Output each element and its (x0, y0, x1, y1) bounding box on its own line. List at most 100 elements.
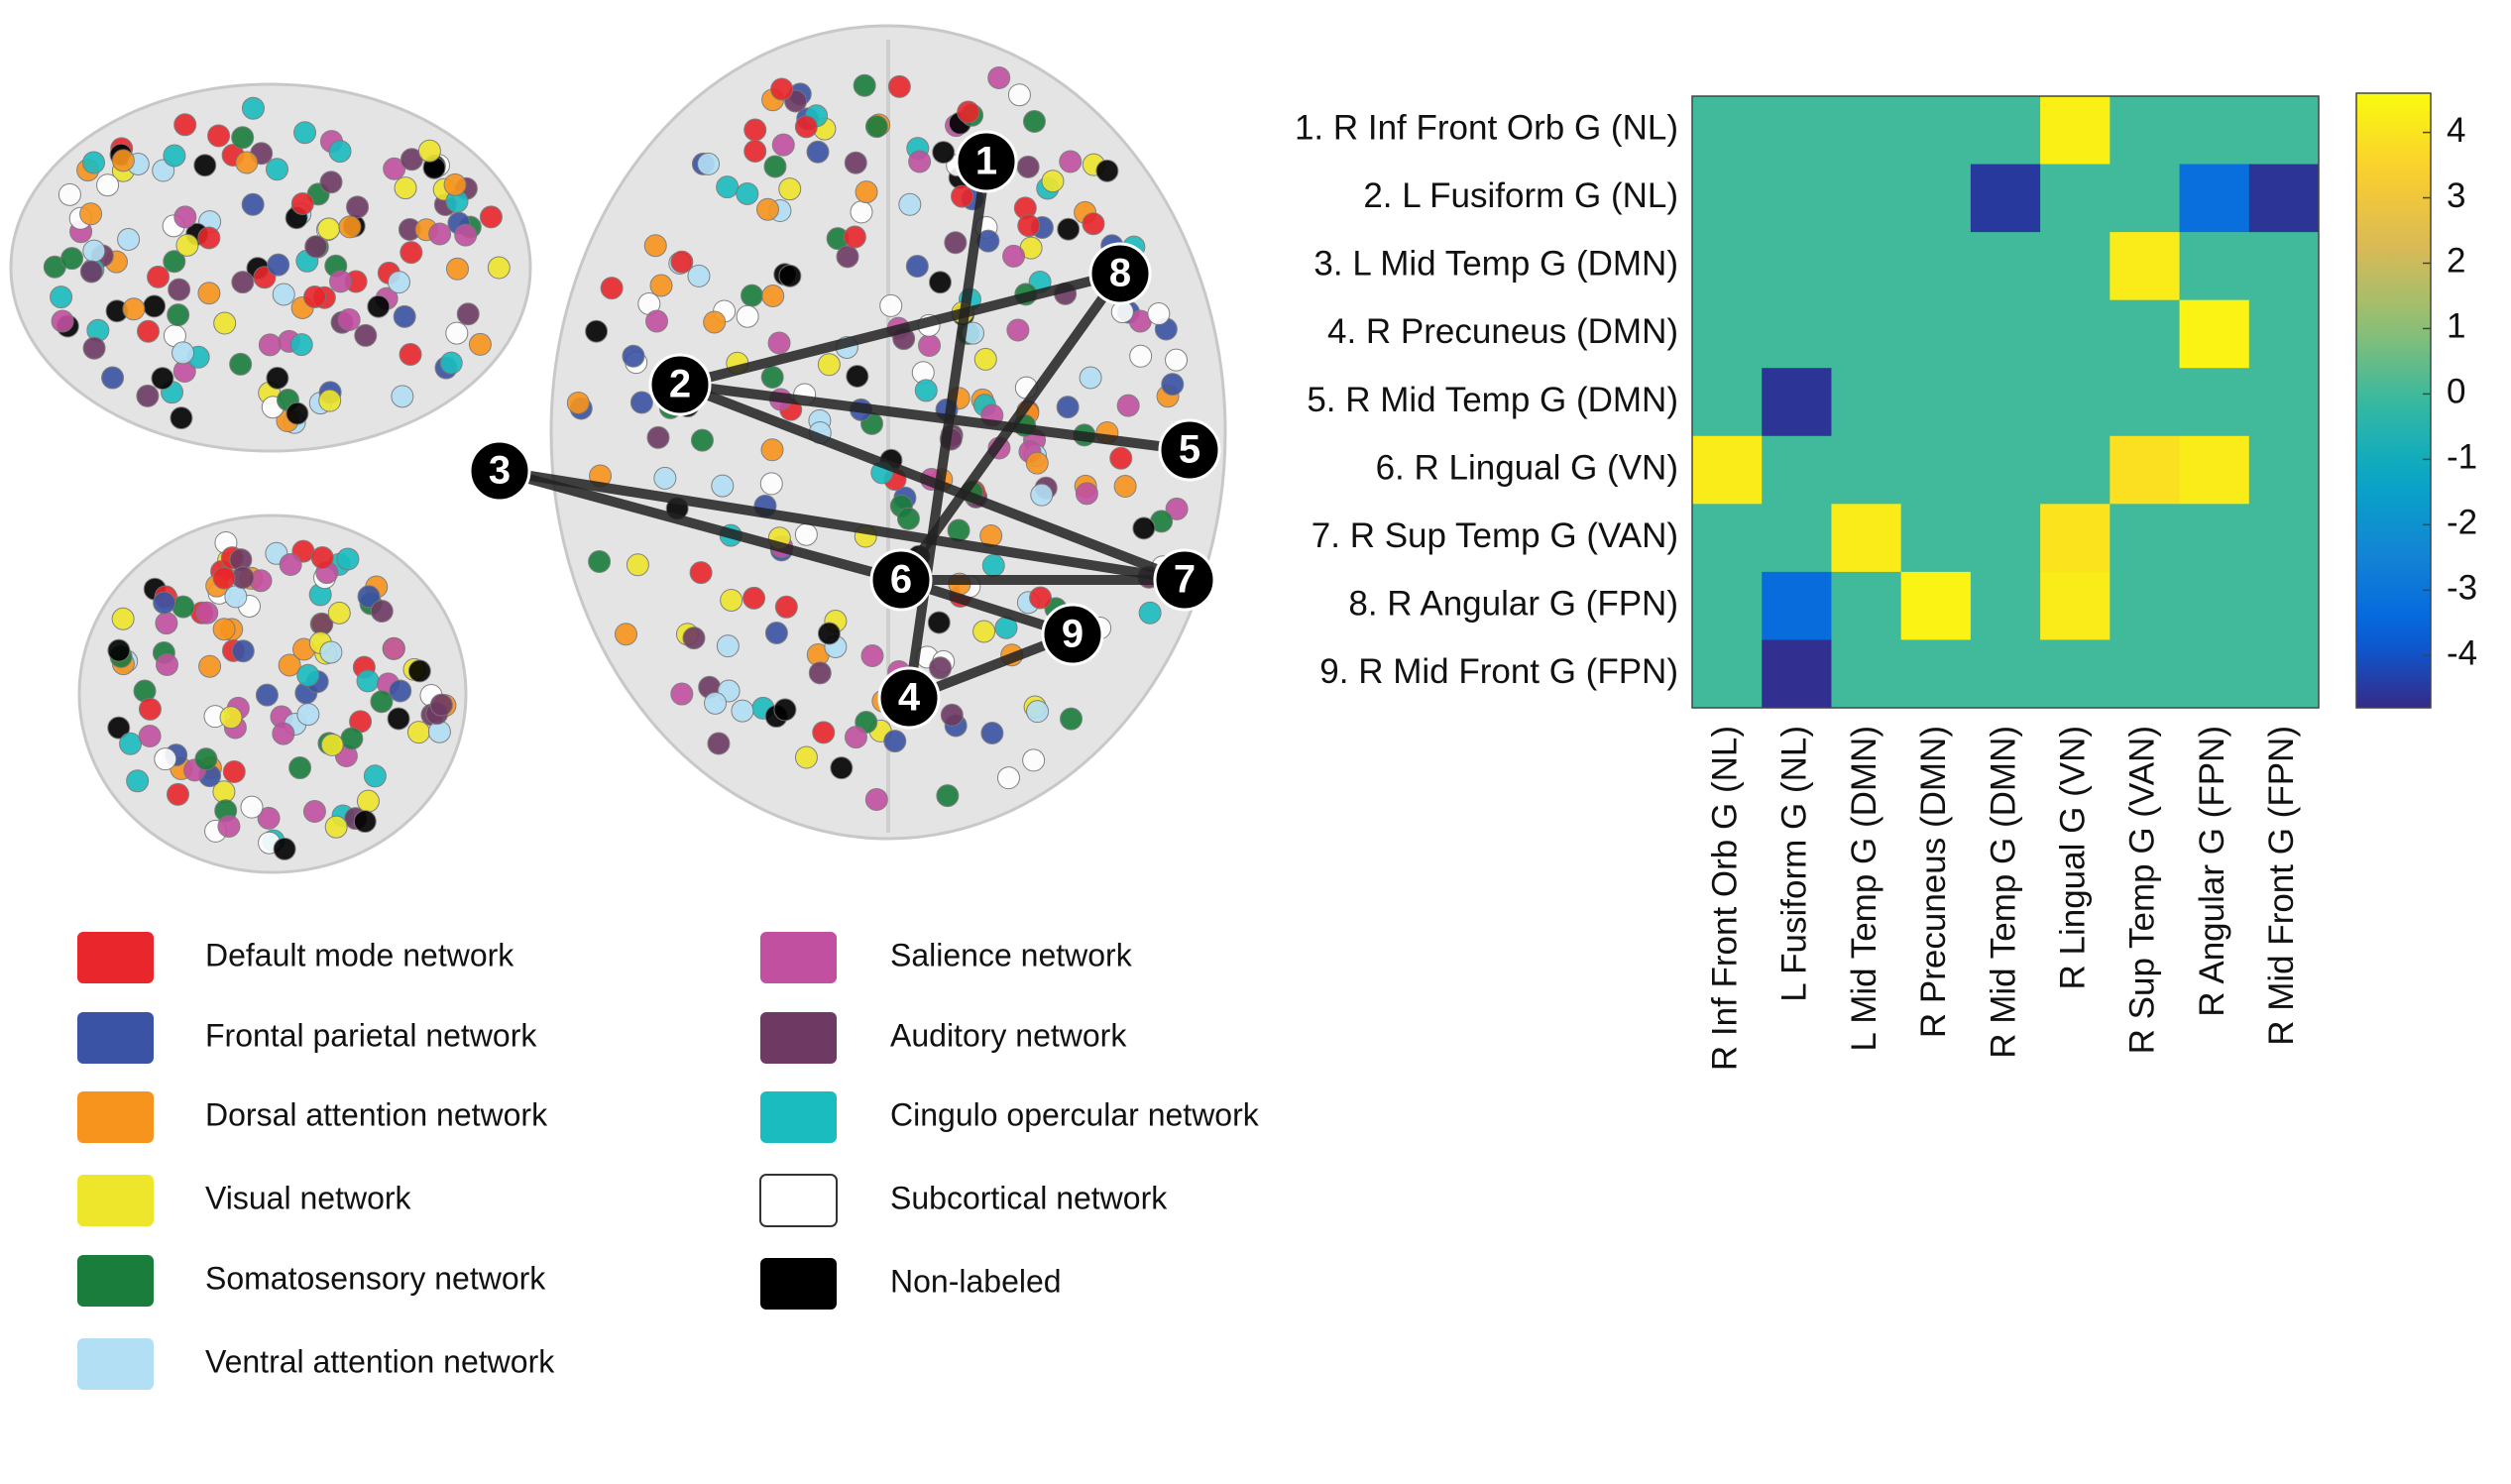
node (163, 250, 186, 274)
heat-cell (1970, 435, 2041, 505)
node (1109, 446, 1133, 470)
node (399, 342, 422, 366)
colorbar-tick-label: 1 (2447, 307, 2465, 346)
marker-label: 2 (669, 363, 691, 406)
heat-cell (2110, 164, 2181, 233)
node (439, 351, 463, 375)
node (1116, 394, 1140, 417)
heat-cell (1692, 435, 1763, 505)
node (318, 389, 342, 412)
colorbar-tick-label: 0 (2447, 373, 2465, 411)
heat-cell (2179, 164, 2250, 233)
node (389, 679, 412, 703)
node (1082, 212, 1105, 236)
node (585, 319, 609, 343)
colorbar-tick-label: 3 (2447, 176, 2465, 215)
heat-cell (1762, 368, 1832, 437)
heat-cell (2179, 571, 2250, 640)
row-label: 2. L Fusiform G (NL) (1363, 176, 1678, 215)
legend-label: Auditory network (890, 1017, 1127, 1053)
node (794, 522, 818, 546)
node (936, 784, 960, 808)
node (370, 690, 394, 714)
heat-cell (1692, 504, 1763, 573)
heat-cell (2110, 504, 2181, 573)
node (320, 733, 344, 756)
node (1016, 155, 1040, 178)
connection (896, 269, 1125, 585)
marker-circle (468, 439, 531, 503)
node (391, 385, 414, 408)
legend-label: Dorsal attention network (205, 1096, 548, 1132)
node (241, 192, 265, 216)
node (778, 177, 802, 201)
node (143, 294, 167, 318)
node (468, 332, 492, 356)
brain-markers: 1 2 3 4 5 6 7 8 9 (468, 130, 1221, 730)
heat-cell (2110, 571, 2181, 640)
heat-cell (1900, 299, 1972, 369)
heat-cell (1762, 164, 1832, 233)
node (1165, 348, 1189, 372)
node (761, 284, 785, 307)
node (855, 180, 878, 204)
node (147, 265, 171, 288)
heat-cell (1692, 232, 1763, 301)
node (296, 663, 320, 687)
node (267, 253, 290, 277)
heat-cell (1762, 435, 1832, 505)
node (794, 745, 818, 769)
node (357, 585, 381, 609)
node (767, 331, 791, 355)
node (257, 806, 281, 830)
row-label: 5. R Mid Temp G (DMN) (1307, 381, 1678, 419)
marker-label: 7 (1174, 558, 1196, 602)
node (771, 133, 795, 157)
marker-label: 5 (1179, 428, 1200, 472)
connection (495, 466, 906, 585)
node (153, 591, 176, 615)
node (171, 341, 195, 365)
node (600, 277, 624, 300)
node (303, 285, 327, 308)
legend-label: Ventral attention network (205, 1343, 555, 1379)
connection (675, 380, 1195, 455)
node (329, 270, 353, 293)
heat-cell (2040, 435, 2111, 505)
node (778, 264, 802, 287)
node (1057, 217, 1081, 241)
heat-cell (1762, 639, 1832, 709)
marker-label: 9 (1062, 613, 1084, 656)
node (195, 601, 219, 625)
colorbar-tick-label: -2 (2447, 504, 2477, 542)
colorbar-tick-label: -3 (2447, 569, 2477, 608)
node (217, 815, 241, 839)
heat-cell (1900, 164, 1972, 233)
node (760, 365, 784, 389)
heat-cell (2248, 299, 2320, 369)
legend-swatch (760, 1258, 837, 1310)
heat-cell (2179, 639, 2250, 709)
column-label: R Lingual G (VN) (2053, 726, 2092, 989)
marker-circle (877, 666, 941, 730)
colorbar-tick-label: 4 (2447, 111, 2465, 150)
node (716, 175, 740, 199)
node (905, 255, 929, 279)
node (340, 727, 364, 750)
node (1041, 170, 1065, 193)
node (794, 115, 818, 139)
heat-cell (1762, 571, 1832, 640)
node (1138, 601, 1162, 625)
node (720, 588, 743, 612)
marker-circle (869, 548, 933, 612)
node (1006, 318, 1030, 342)
node (111, 149, 135, 172)
node (173, 205, 197, 229)
node (932, 141, 956, 165)
node (155, 612, 178, 635)
node (940, 703, 964, 727)
node (487, 256, 511, 280)
node (1025, 451, 1049, 475)
node (170, 406, 193, 430)
row-label: 1. R Inf Front Orb G (NL) (1295, 109, 1678, 148)
